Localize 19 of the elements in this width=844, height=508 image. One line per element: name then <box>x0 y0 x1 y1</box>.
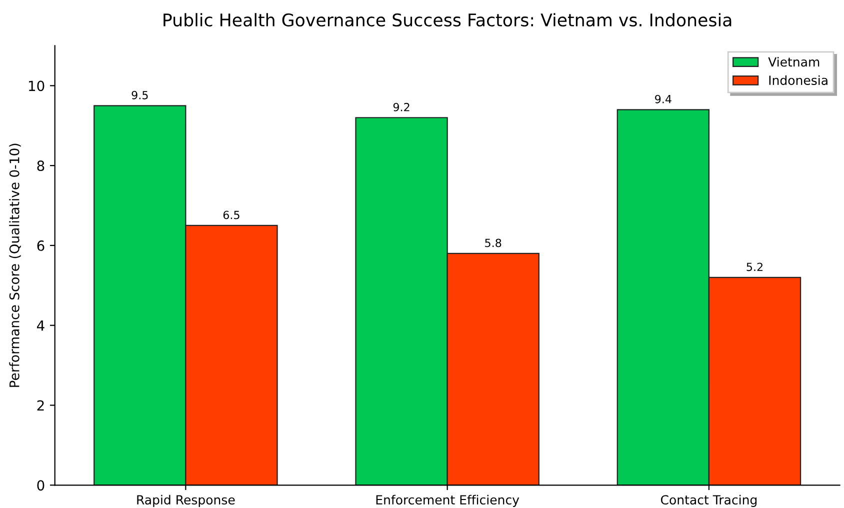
x-tick-label: Enforcement Efficiency <box>376 494 520 507</box>
y-tick-label: 10 <box>28 80 44 92</box>
y-axis-title: Performance Score (Qualitative 0-10) <box>9 144 21 387</box>
x-tick-label: Contact Tracing <box>660 494 757 507</box>
legend-label: Vietnam <box>768 56 820 67</box>
data-label: 5.2 <box>746 262 762 272</box>
chart-title: Public Health Governance Success Factors: Vietnam vs. Indonesia <box>164 13 732 27</box>
y-tick-label: 8 <box>37 160 44 172</box>
y-tick-label: 6 <box>37 240 44 251</box>
y-tick-label: 4 <box>36 320 44 331</box>
data-label: 9.2 <box>393 102 410 112</box>
x-tick-label: Rapid Response <box>137 494 235 507</box>
data-label: 6.5 <box>223 210 240 220</box>
y-tick-label: 0 <box>37 480 44 491</box>
data-label: 5.8 <box>485 238 502 248</box>
y-tick-label: 2 <box>37 400 44 411</box>
legend-label: Indonesia <box>769 75 828 85</box>
data-label: 9.5 <box>132 90 148 100</box>
data-label: 9.4 <box>655 94 672 104</box>
